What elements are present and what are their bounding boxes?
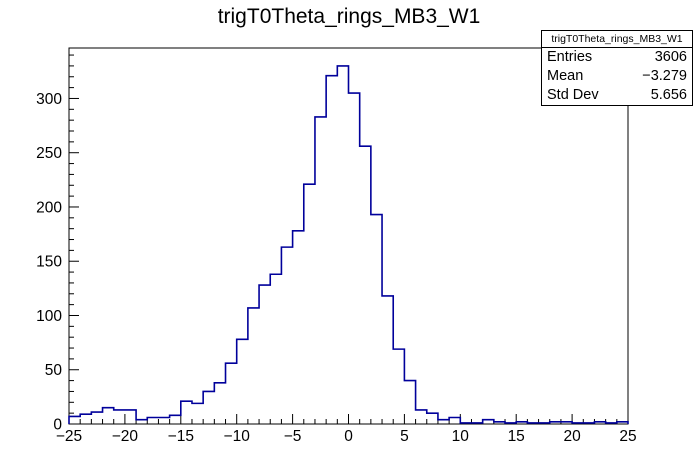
y-tick-label: 100	[36, 308, 62, 325]
x-tick-label: −20	[112, 428, 139, 445]
x-tick-label: −5	[284, 428, 302, 445]
stats-row-mean: Mean −3.279	[542, 67, 692, 86]
x-tick-label: −25	[56, 428, 82, 445]
x-tick-label: −10	[224, 428, 251, 445]
plot-title: trigT0Theta_rings_MB3_W1	[217, 5, 481, 28]
stats-row-entries: Entries 3606	[542, 48, 692, 67]
x-tick-label: 15	[508, 428, 525, 445]
x-tick-label: 5	[400, 428, 409, 445]
stats-row-stddev: Std Dev 5.656	[542, 86, 692, 105]
x-tick-label: −15	[168, 428, 194, 445]
y-tick-label: 50	[45, 362, 63, 379]
stats-box: trigT0Theta_rings_MB3_W1 Entries 3606 Me…	[541, 30, 693, 106]
y-tick-label: 200	[36, 199, 62, 216]
stats-mean-value: −3.279	[642, 68, 687, 84]
y-tick-label: 150	[36, 254, 62, 271]
x-tick-label: 25	[619, 428, 636, 445]
stats-entries-label: Entries	[547, 49, 593, 65]
x-tick-label: 20	[563, 428, 581, 445]
y-tick-label: 0	[53, 417, 62, 434]
stats-entries-value: 3606	[654, 49, 687, 65]
stats-stddev-label: Std Dev	[547, 87, 599, 103]
histogram-step-line	[68, 65, 629, 424]
stats-mean-label: Mean	[547, 68, 584, 84]
x-tick-label: 0	[344, 428, 353, 445]
stats-stddev-value: 5.656	[650, 87, 687, 103]
y-tick-label: 300	[36, 91, 62, 108]
stats-box-title: trigT0Theta_rings_MB3_W1	[542, 31, 692, 48]
x-tick-label: 10	[452, 428, 470, 445]
y-tick-label: 250	[36, 145, 62, 162]
